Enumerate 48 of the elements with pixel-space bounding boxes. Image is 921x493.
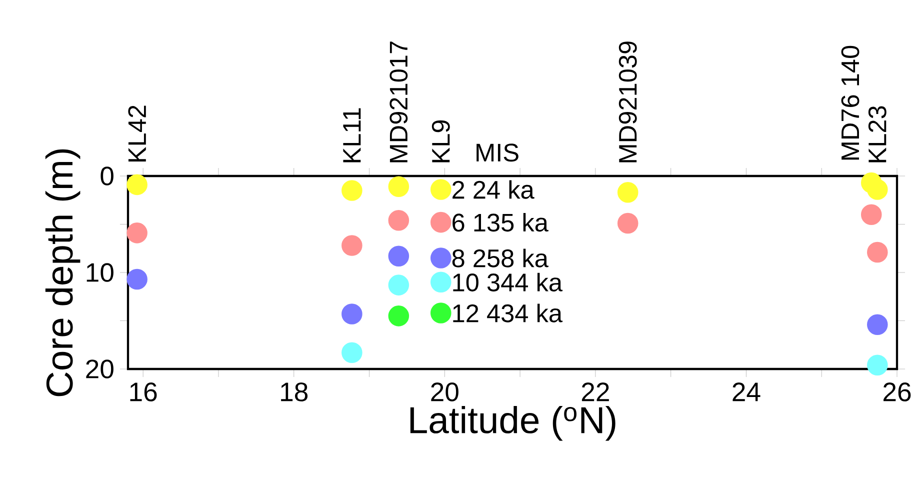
point <box>342 304 362 324</box>
x-tick-label: 22 <box>582 382 609 402</box>
series-label: 10 344 ka <box>453 272 563 292</box>
annotation: KL42 <box>128 106 146 162</box>
point <box>388 274 410 296</box>
point <box>342 180 362 201</box>
annotation: KL23 <box>868 106 886 162</box>
text: MIS <box>476 144 518 162</box>
point <box>867 314 888 336</box>
point <box>430 179 452 200</box>
point <box>126 174 148 196</box>
x-tick-label: 16 <box>130 382 157 402</box>
x-tick-label: 18 <box>281 382 308 402</box>
series-label: 12 434 ka <box>453 304 563 322</box>
point <box>867 179 888 200</box>
annotation: KL9 <box>432 120 450 162</box>
annotation: MD76 140 <box>841 46 860 160</box>
point <box>430 302 452 324</box>
point <box>388 246 410 266</box>
annotation: MD921039 <box>618 42 637 162</box>
point <box>342 235 362 256</box>
point <box>126 268 148 290</box>
point <box>430 272 452 293</box>
y-tick-label: 20 <box>86 360 114 378</box>
x-tick-label: 24 <box>732 382 760 402</box>
series-label: 2 24 ka <box>452 180 534 199</box>
point <box>860 204 882 226</box>
x-tick-label: 26 <box>884 382 911 402</box>
point <box>126 222 148 244</box>
point <box>867 354 888 376</box>
point <box>867 242 888 263</box>
point <box>430 248 452 268</box>
point <box>388 306 410 326</box>
y-tick-label: 10 <box>86 263 114 282</box>
point <box>430 212 452 233</box>
x-axis-title: Latitude ($^{o}$N) <box>410 406 616 441</box>
point <box>388 210 410 231</box>
y-tick-label: 0 <box>100 166 114 186</box>
annotation: MD921017 <box>390 42 408 162</box>
y-axis-title: Core depth (m) <box>45 149 80 396</box>
point <box>617 212 638 234</box>
series-label: 8 258 ka <box>452 248 548 268</box>
annotation: KL11 <box>343 108 361 162</box>
point <box>342 342 362 363</box>
x-tick-label: 20 <box>431 382 458 402</box>
point <box>617 182 638 203</box>
series-label: 6 135 ka <box>452 213 548 232</box>
point <box>388 176 410 198</box>
